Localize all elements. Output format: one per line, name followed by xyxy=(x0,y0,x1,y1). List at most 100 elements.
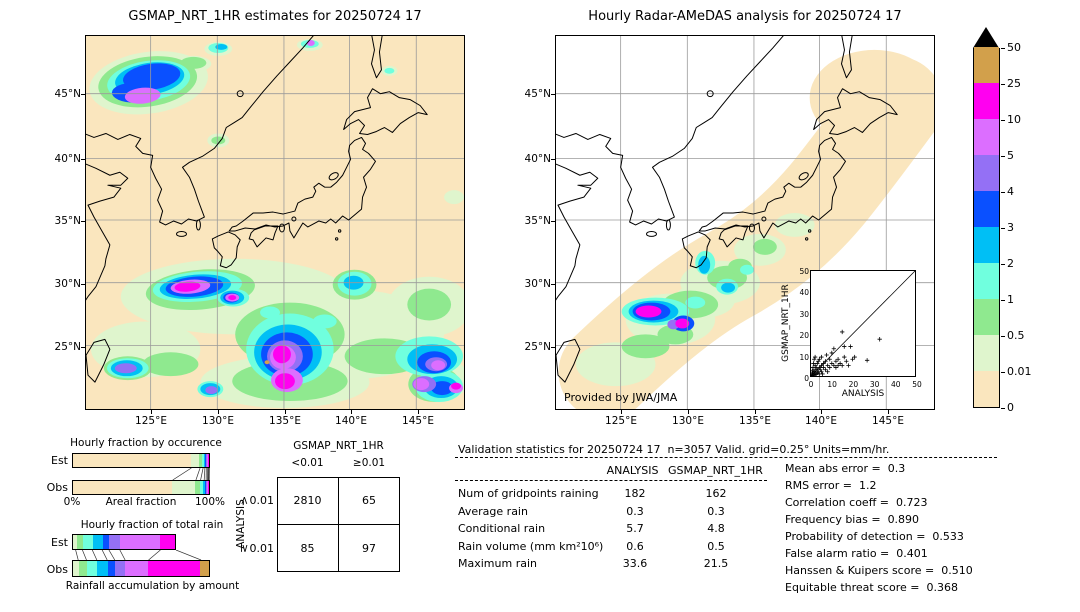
stat-label: Mean abs error xyxy=(785,462,869,475)
occurrence-bar-est-segment xyxy=(206,454,208,467)
validation-analysis-value: 5.7 xyxy=(626,522,644,535)
occurrence-row-obs: Obs xyxy=(46,481,68,494)
totalrain-chart-title: Hourly fraction of total rain xyxy=(80,519,224,531)
validation-analysis-value: 182 xyxy=(624,487,646,500)
validation-header: Validation statistics for 20250724 17 n=… xyxy=(458,443,890,456)
totalrain-bar-obs-segment xyxy=(73,561,80,576)
occurrence-bar-est-segment xyxy=(73,454,191,467)
contingency-cell-10: 85 xyxy=(300,541,315,555)
colorbar-segment xyxy=(974,371,999,407)
occurrence-bar-est xyxy=(72,453,210,468)
totalrain-bar-est-segment xyxy=(83,535,93,549)
colorbar-tick-label: 0 xyxy=(1007,401,1014,414)
stat-label: False alarm ratio xyxy=(785,547,877,560)
validation-gsmap-value: 0.5 xyxy=(707,539,725,553)
inset-y-tick-label: 20 xyxy=(799,331,809,341)
colorbar-segment xyxy=(974,83,999,119)
axis-tick xyxy=(820,410,822,414)
colorbar-tick xyxy=(1001,371,1005,373)
axis-tick xyxy=(217,410,219,414)
validation-gsmap-value: 4.8 xyxy=(707,522,725,535)
scatter-inset: ANALYSIS GSMAP_NRT_1HR 0 10 20 30 40 50 0 10 20 3… xyxy=(781,267,922,399)
credit-text: Provided by JWA/JMA xyxy=(564,391,678,404)
contingency-col-label-lt: <0.01 xyxy=(291,457,324,469)
occurrence-row-est: Est xyxy=(51,454,68,467)
colorbar-tick-label: 25 xyxy=(1007,77,1021,90)
axis-tick xyxy=(551,93,555,95)
totalrain-caption: Rainfall accumulation by amount xyxy=(65,580,240,592)
lon-label: 135°E xyxy=(269,415,301,427)
stat-line: RMS error = 1.2 xyxy=(785,479,877,492)
stat-line: Mean abs error = 0.3 xyxy=(785,462,906,475)
colorbar-segment xyxy=(974,155,999,191)
comparator-glyph: ≥ xyxy=(238,543,252,554)
contingency-row-label: ≥0.01 xyxy=(238,542,274,555)
stat-value: 1.2 xyxy=(858,479,877,492)
lon-label: 125°E xyxy=(135,415,167,427)
totalrain-bar-obs-segment xyxy=(115,561,126,576)
axis-tick xyxy=(887,410,889,414)
colorbar-tick-label: 0.5 xyxy=(1007,329,1025,342)
axis-tick xyxy=(81,93,85,95)
inset-ylabel: GSMAP_NRT_1HR xyxy=(781,284,791,362)
lon-label: 130°E xyxy=(672,415,704,427)
validation-col-analysis: ANALYSIS xyxy=(606,464,659,477)
totalrain-bar-obs-segment xyxy=(87,561,98,576)
colorbar-tick xyxy=(1001,227,1005,229)
occurrence-x-max: 100% xyxy=(194,496,226,508)
colorbar-tick-label: 1 xyxy=(1007,293,1014,306)
lat-label: 45°N xyxy=(524,88,551,100)
left-map-canvas xyxy=(86,36,464,409)
axis-tick xyxy=(551,220,555,222)
stat-value: 0.533 xyxy=(932,530,964,543)
lat-label: 25°N xyxy=(524,341,551,353)
colorbar-segment xyxy=(974,119,999,155)
stat-label: Hanssen & Kuipers score xyxy=(785,564,922,577)
totalrain-bar-obs-segment xyxy=(148,561,201,576)
stat-value: 0.3 xyxy=(887,462,906,475)
colorbar-tick xyxy=(1001,155,1005,157)
stat-value: 0.723 xyxy=(896,496,928,509)
colorbar-tick xyxy=(1001,191,1005,193)
colorbar-segment xyxy=(974,263,999,299)
occurrence-bar-est-segment xyxy=(207,454,209,467)
axis-tick xyxy=(551,158,555,160)
colorbar-segment xyxy=(974,227,999,263)
occurrence-chart-title: Hourly fraction by occurence xyxy=(70,437,222,449)
lon-label: 135°E xyxy=(739,415,771,427)
occurrence-bar-obs-segment xyxy=(195,481,200,494)
inset-y-tick-label: 50 xyxy=(799,267,809,276)
totalrain-bar-est-segment xyxy=(119,535,160,549)
lat-label: 25°N xyxy=(54,341,81,353)
stat-label: Probability of detection xyxy=(785,530,913,543)
validation-row-label: Rain volume (mm km²10⁶) xyxy=(458,539,604,553)
stat-label: Frequency bias xyxy=(785,513,868,526)
bar-connector-lines xyxy=(172,468,210,480)
axis-tick xyxy=(551,346,555,348)
validation-gsmap-value: 0.3 xyxy=(707,504,725,518)
colorbar-segment xyxy=(974,191,999,227)
totalrain-bar-obs-segment xyxy=(79,561,88,576)
occurrence-bar-est-segment xyxy=(190,454,200,467)
stat-line: False alarm ratio = 0.401 xyxy=(785,547,928,560)
occurrence-x-label: Areal fraction xyxy=(105,496,177,508)
lat-label: 40°N xyxy=(524,153,551,165)
colorbar-tick xyxy=(1001,299,1005,301)
validation-gsmap-value: 162 xyxy=(705,487,727,500)
stat-value: 0.510 xyxy=(941,564,973,577)
comparator-glyph: < xyxy=(238,495,252,506)
contingency-divider-h xyxy=(277,524,400,525)
inset-x-tick-label: 50 xyxy=(912,380,922,389)
inset-x-tick-label: 0 xyxy=(808,380,814,389)
stat-line: Frequency bias = 0.890 xyxy=(785,513,920,526)
validation-col-gsmap: GSMAP_NRT_1HR xyxy=(668,464,763,477)
validation-row-label: Maximum rain xyxy=(458,557,537,570)
occurrence-bar-est-segment xyxy=(202,454,204,467)
lat-label: 35°N xyxy=(54,215,81,227)
occurrence-bar-obs xyxy=(72,480,210,495)
axis-tick xyxy=(81,158,85,160)
inset-x-tick-label: 20 xyxy=(848,380,859,389)
totalrain-row-obs: Obs xyxy=(46,563,68,576)
colorbar-tick-label: 3 xyxy=(1007,221,1014,234)
occurrence-bar-obs-segment xyxy=(207,481,209,494)
